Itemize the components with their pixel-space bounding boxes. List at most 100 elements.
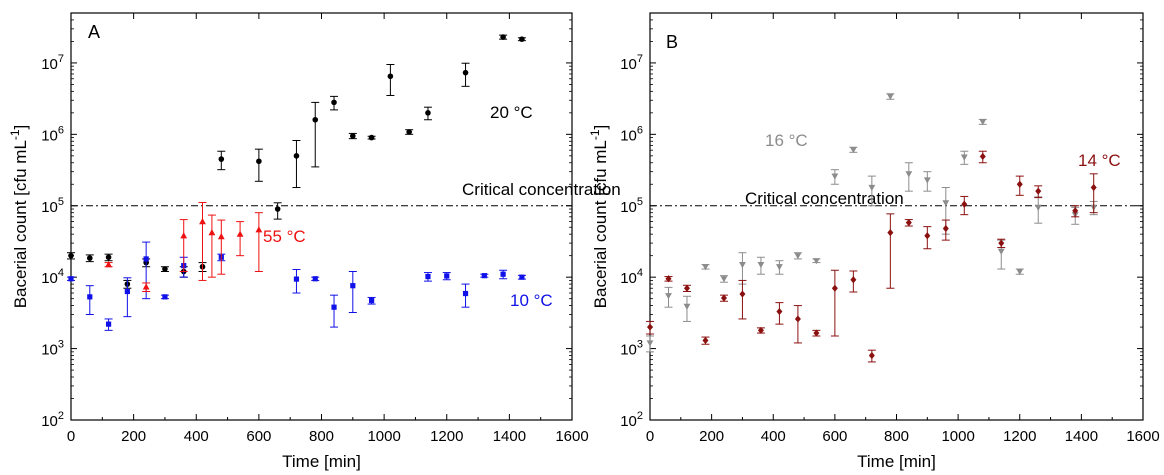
x-tick-label: 1000	[941, 428, 974, 445]
data-point	[425, 110, 431, 116]
data-point	[217, 232, 225, 240]
y-tick-label: 104	[41, 267, 64, 287]
data-point	[274, 206, 281, 212]
x-tick-label: 800	[884, 428, 909, 445]
y-tick-exponent: 4	[637, 267, 643, 279]
data-point	[979, 119, 987, 126]
data-point	[162, 294, 168, 300]
y-tick-base: 10	[620, 270, 637, 287]
data-point	[794, 253, 802, 260]
y-tick-exponent: 5	[637, 196, 643, 208]
x-tick-label: 1400	[1065, 428, 1098, 445]
data-point	[998, 239, 1005, 247]
data-point	[794, 315, 801, 323]
data-point	[350, 133, 356, 139]
data-point	[665, 293, 672, 300]
data-point	[831, 173, 839, 180]
plot-frame	[649, 12, 1144, 421]
y-tick-label: 104	[620, 267, 643, 287]
series-diamond	[646, 150, 1098, 363]
data-point	[1035, 187, 1042, 195]
data-point	[481, 273, 487, 279]
data-point	[369, 297, 375, 304]
data-point	[739, 290, 746, 298]
y-axis-title-exponent: -1	[8, 129, 22, 140]
data-point	[350, 283, 356, 289]
series-annotation: 20 °C	[490, 103, 533, 122]
y-tick-exponent: 7	[637, 53, 643, 65]
data-point	[739, 261, 746, 269]
y-tick-base: 10	[620, 56, 637, 73]
x-tick-label: 200	[121, 428, 146, 445]
data-point	[812, 258, 820, 265]
data-point	[923, 177, 931, 184]
panel-letter: A	[88, 22, 100, 42]
x-tick-label: 0	[67, 428, 75, 445]
data-point	[646, 340, 654, 347]
x-tick-label: 1000	[367, 428, 400, 445]
data-point	[942, 200, 950, 207]
y-tick-base: 10	[41, 127, 58, 144]
data-point	[105, 321, 112, 327]
x-tick-label: 400	[761, 428, 786, 445]
critical-concentration-label: Critical concentration	[745, 189, 904, 208]
data-point	[647, 323, 653, 331]
y-tick-label: 105	[620, 196, 643, 216]
y-tick-base: 10	[41, 342, 58, 359]
data-point	[905, 171, 913, 178]
data-point	[462, 290, 469, 297]
data-point	[720, 276, 728, 283]
data-point	[199, 217, 206, 225]
data-point	[924, 232, 931, 240]
data-point	[87, 294, 93, 300]
y-tick-label: 103	[41, 339, 64, 359]
data-point	[1072, 207, 1079, 215]
data-point	[142, 283, 150, 290]
x-tick-label: 1200	[430, 428, 463, 445]
data-point	[849, 147, 857, 154]
x-tick-label: 1400	[493, 428, 526, 445]
data-point	[500, 34, 506, 40]
y-tick-label: 106	[620, 124, 643, 144]
data-point	[255, 226, 263, 233]
data-point	[68, 252, 74, 259]
data-point	[218, 156, 225, 162]
x-tick-label: 1600	[1126, 428, 1159, 445]
y-tick-exponent: 2	[58, 410, 64, 422]
y-tick-exponent: 6	[58, 124, 64, 136]
y-tick-base: 10	[620, 127, 637, 144]
y-tick-exponent: 4	[58, 267, 64, 279]
y-tick-exponent: 6	[637, 124, 643, 136]
x-tick-label: 200	[699, 428, 724, 445]
y-tick-exponent: 5	[58, 196, 64, 208]
data-point	[500, 271, 506, 277]
data-point	[979, 152, 986, 161]
data-point	[425, 273, 431, 280]
y-axis-title-end: ]	[591, 125, 610, 130]
x-tick-label: 1200	[1003, 428, 1036, 445]
y-tick-base: 10	[620, 199, 637, 216]
series-annotation: 55 °C	[263, 227, 306, 246]
data-point	[368, 134, 375, 141]
y-axis-title-main: Bacerial count [cfu mL	[11, 140, 30, 308]
series-annotation: 10 °C	[510, 291, 553, 310]
data-point	[905, 219, 912, 227]
data-point	[293, 276, 300, 282]
y-tick-label: 107	[620, 53, 643, 73]
y-tick-exponent: 3	[58, 339, 64, 351]
data-point	[256, 158, 262, 165]
y-tick-exponent: 7	[58, 53, 64, 65]
data-point	[293, 153, 300, 159]
x-axis-title: Time [min]	[282, 452, 361, 471]
y-tick-label: 102	[41, 410, 64, 430]
data-point	[813, 329, 820, 337]
data-point	[702, 264, 709, 271]
y-tick-base: 10	[41, 270, 58, 287]
y-tick-label: 106	[41, 124, 64, 144]
data-point	[776, 264, 783, 271]
data-point	[68, 276, 74, 282]
x-tick-label: 0	[646, 428, 654, 445]
data-point	[683, 303, 691, 310]
critical-concentration-label: Critical concentration	[462, 180, 621, 199]
y-axis-title-exponent: -1	[588, 129, 602, 140]
